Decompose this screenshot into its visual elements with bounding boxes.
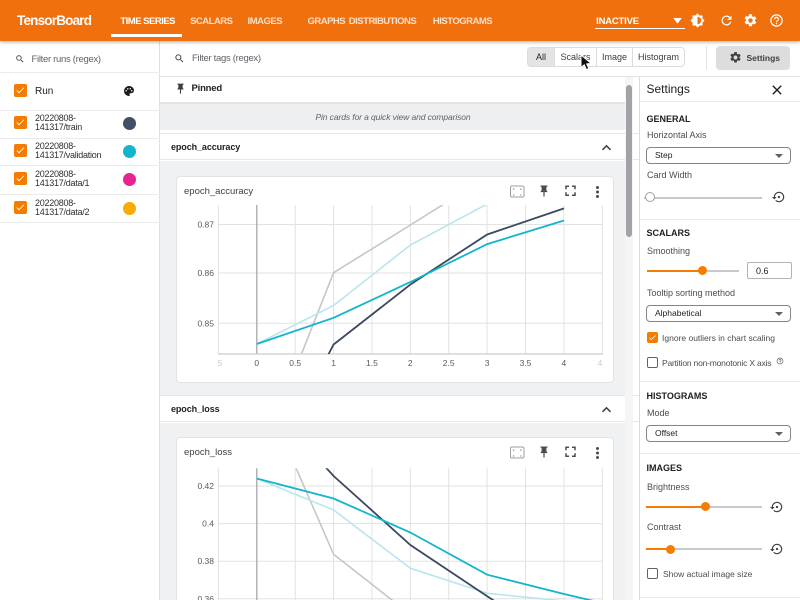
svg-text:2: 2 (408, 358, 413, 368)
svg-text:2.5: 2.5 (443, 358, 455, 368)
svg-text:0.4: 0.4 (202, 519, 214, 529)
svg-text:0: 0 (254, 358, 259, 368)
svg-text:4: 4 (598, 358, 603, 368)
svg-text:1: 1 (331, 358, 336, 368)
svg-text:0.38: 0.38 (197, 556, 214, 566)
svg-text:4: 4 (562, 358, 567, 368)
svg-text:0.42: 0.42 (197, 481, 214, 491)
svg-text:0.87: 0.87 (197, 220, 214, 230)
svg-text:3: 3 (485, 358, 490, 368)
svg-text:0.85: 0.85 (197, 318, 214, 328)
svg-text:3.5: 3.5 (520, 358, 532, 368)
svg-text:0.86: 0.86 (197, 268, 214, 278)
svg-text:0.36: 0.36 (197, 594, 214, 600)
svg-text:5: 5 (218, 358, 223, 368)
svg-text:1.5: 1.5 (366, 358, 378, 368)
svg-text:0.5: 0.5 (289, 358, 301, 368)
